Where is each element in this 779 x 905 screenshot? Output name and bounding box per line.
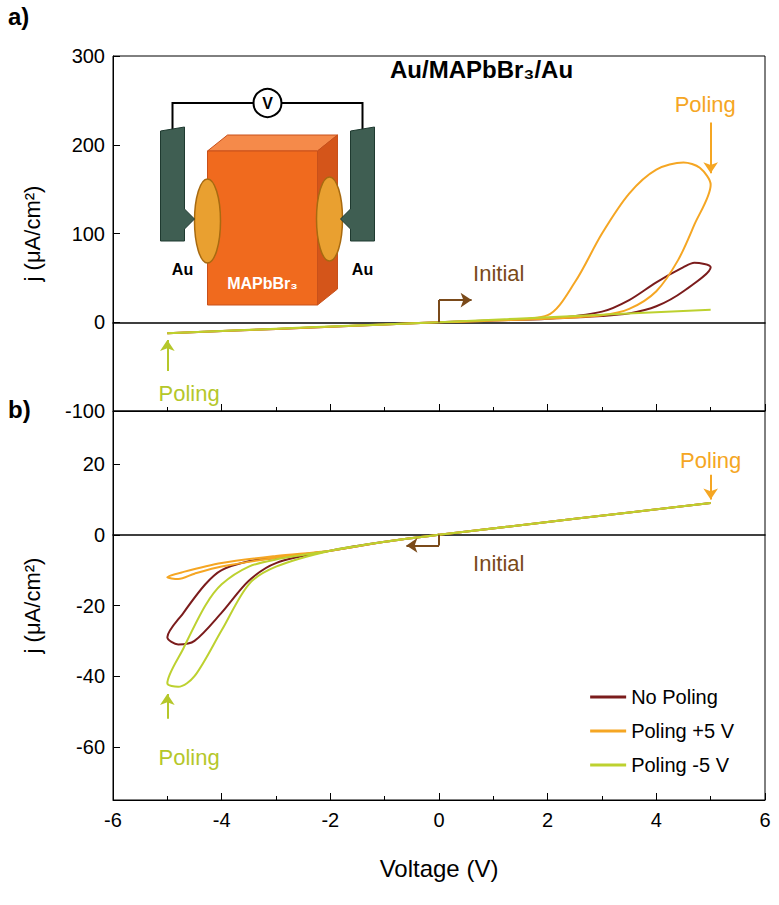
svg-text:Initial: Initial <box>473 551 524 576</box>
svg-text:Au: Au <box>172 261 193 278</box>
svg-text:300: 300 <box>72 45 105 67</box>
svg-text:Poling: Poling <box>675 92 736 117</box>
svg-text:Voltage (V): Voltage (V) <box>380 855 499 882</box>
svg-text:Poling: Poling <box>680 448 741 473</box>
svg-text:Poling -5 V: Poling -5 V <box>631 754 729 776</box>
svg-text:100: 100 <box>72 223 105 245</box>
svg-text:MAPbBr₃: MAPbBr₃ <box>227 275 298 292</box>
svg-text:-20: -20 <box>76 595 105 617</box>
svg-text:Initial: Initial <box>473 261 524 286</box>
svg-text:a): a) <box>8 3 29 30</box>
svg-text:j (μA/cm²): j (μA/cm²) <box>20 558 45 655</box>
svg-text:-2: -2 <box>321 809 339 831</box>
svg-text:-6: -6 <box>104 809 122 831</box>
svg-text:Poling +5 V: Poling +5 V <box>631 720 735 742</box>
svg-text:2: 2 <box>542 809 553 831</box>
svg-text:-40: -40 <box>76 665 105 687</box>
svg-text:20: 20 <box>83 453 105 475</box>
svg-text:-60: -60 <box>76 736 105 758</box>
svg-text:-100: -100 <box>65 400 105 422</box>
svg-text:200: 200 <box>72 134 105 156</box>
svg-text:V: V <box>262 95 273 112</box>
svg-text:6: 6 <box>759 809 770 831</box>
svg-text:-4: -4 <box>213 809 231 831</box>
svg-text:No Poling: No Poling <box>631 686 718 708</box>
svg-text:j (μA/cm²): j (μA/cm²) <box>20 186 45 283</box>
svg-text:b): b) <box>8 396 31 423</box>
svg-text:0: 0 <box>94 311 105 333</box>
svg-text:0: 0 <box>94 524 105 546</box>
svg-text:Au/MAPbBr₃/Au: Au/MAPbBr₃/Au <box>390 56 573 83</box>
svg-text:Poling: Poling <box>158 745 219 770</box>
svg-text:Au: Au <box>352 261 373 278</box>
svg-text:Poling: Poling <box>158 381 219 406</box>
svg-text:0: 0 <box>433 809 444 831</box>
svg-text:4: 4 <box>651 809 662 831</box>
